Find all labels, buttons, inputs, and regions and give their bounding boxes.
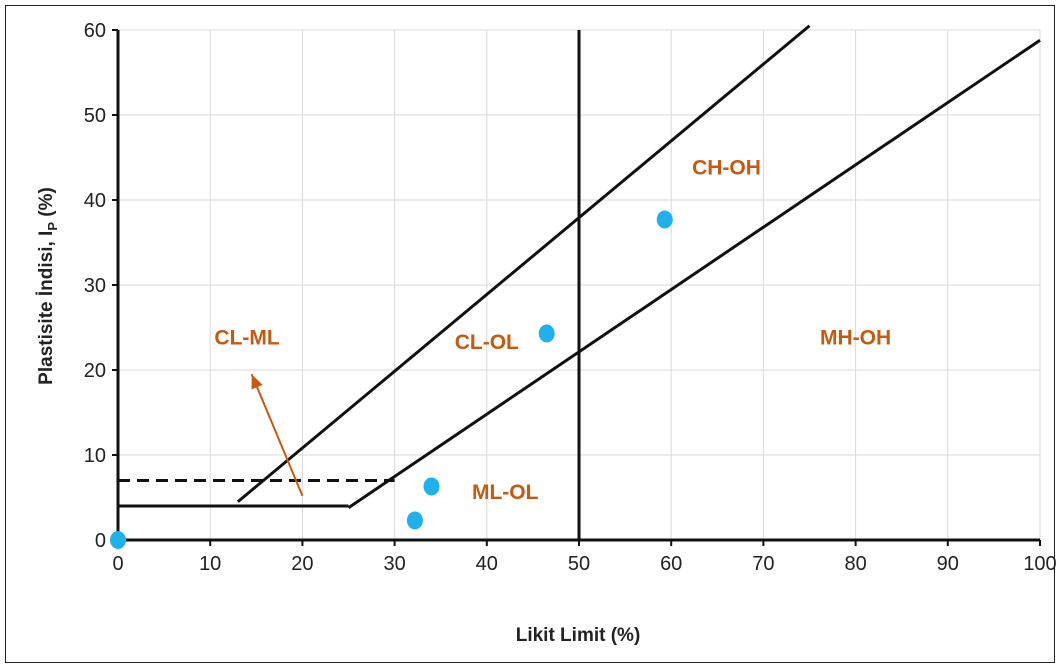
zone-label: MH-OH (820, 327, 891, 350)
x-tick-label: 60 (660, 553, 682, 575)
y-tick-label: 50 (84, 105, 106, 127)
y-tick-label: 0 (95, 530, 106, 552)
arrow-shaft (250, 373, 304, 497)
x-tick-label: 100 (1023, 553, 1056, 575)
y-tick-label: 40 (84, 190, 106, 212)
y-tick-label: 30 (84, 275, 106, 297)
zone-label: CL-ML (214, 327, 279, 350)
data-points (110, 210, 673, 549)
x-tick-label: 0 (112, 553, 123, 575)
boundary-lines (118, 24, 1041, 540)
x-axis-title: Likit Limit (%) (516, 625, 641, 646)
zone-label: CH-OH (692, 157, 761, 180)
tick-labels: 0 10 20 30 40 50 60 70 80 90 100 0 10 20 30 40 50 60 (84, 20, 1057, 575)
x-tick-label: 10 (199, 553, 221, 575)
data-point (538, 324, 555, 343)
x-tick-label: 90 (937, 553, 959, 575)
data-point (110, 531, 126, 549)
zone-label: ML-OL (472, 481, 539, 504)
zone-label: CL-OL (455, 331, 519, 354)
data-point (656, 210, 673, 229)
x-tick-label: 30 (383, 553, 405, 575)
y-tick-label: 20 (84, 360, 106, 382)
y-tick-label: 60 (84, 20, 106, 42)
cl-ml-arrow (250, 373, 304, 497)
axes (112, 29, 1041, 546)
x-tick-label: 20 (291, 553, 313, 575)
y-tick-label: 10 (84, 445, 106, 467)
y-axis-title-suffix: (%) (36, 187, 57, 222)
x-tick-label: 70 (752, 553, 774, 575)
zone-labels: CL-ML CL-OL CH-OH MH-OH ML-OL (214, 157, 891, 505)
x-tick-label: 50 (568, 553, 590, 575)
b-line (347, 38, 1041, 509)
y-axis-title-subscript: P (45, 222, 60, 231)
data-point (423, 477, 440, 496)
arrow-head (251, 374, 263, 390)
a-line (236, 24, 811, 503)
data-point (406, 511, 423, 530)
y-axis-title-main: Plastisite İndisi, I (36, 231, 57, 385)
y-axis-title: Plastisite İndisi, IP (%) (36, 187, 60, 385)
x-tick-label: 40 (476, 553, 498, 575)
x-tick-label: 80 (844, 553, 866, 575)
